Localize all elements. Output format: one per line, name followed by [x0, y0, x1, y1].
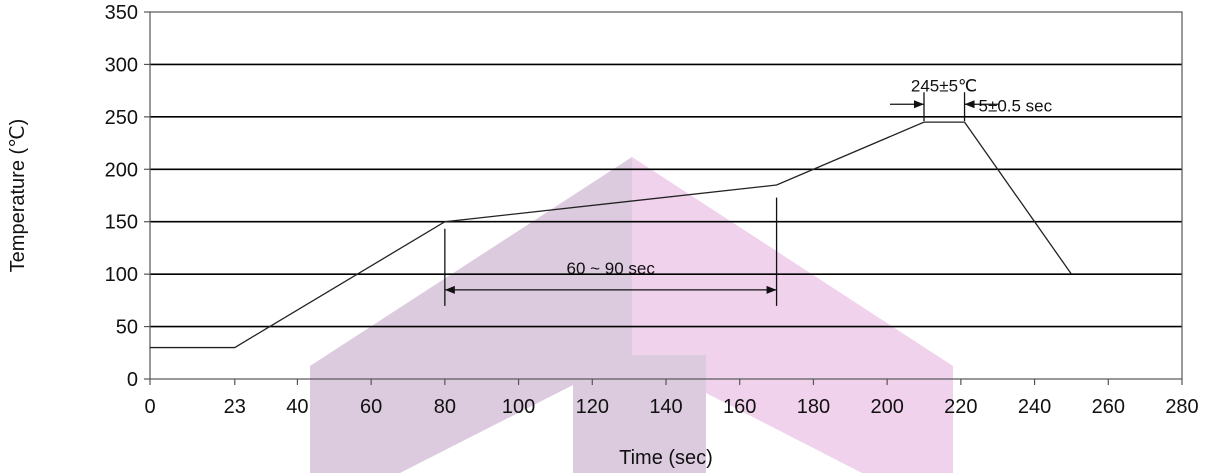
x-axis-title: Time (sec) [619, 447, 713, 469]
series-line-0 [150, 121, 1072, 349]
peak-time-label: 5±0.5 sec [979, 96, 1053, 115]
watermark-stem [573, 355, 706, 473]
soak-arrow-right [766, 285, 777, 294]
soak-arrow-left [444, 285, 455, 294]
x-tick-label-240: 240 [1018, 396, 1051, 418]
series-lines [150, 121, 1072, 349]
x-tick-label-100: 100 [502, 396, 535, 418]
x-tick-label-120: 120 [576, 396, 609, 418]
peak-arrow-left [914, 100, 924, 109]
x-tick-label-80: 80 [434, 396, 456, 418]
x-tick-label-140: 140 [649, 396, 682, 418]
watermark-logo [310, 157, 953, 473]
x-tick-label-180: 180 [797, 396, 830, 418]
y-tick-label-0: 0 [127, 369, 138, 391]
y-tick-label-150: 150 [105, 212, 138, 234]
y-tick-label-50: 50 [116, 317, 138, 339]
x-tick-label-200: 200 [870, 396, 903, 418]
x-tick-label-0: 0 [144, 396, 155, 418]
watermark-left-arm [310, 157, 632, 473]
x-tick-label-40: 40 [286, 396, 308, 418]
gridlines [150, 63, 1182, 328]
x-tick-label-23: 23 [224, 396, 246, 418]
x-tick-label-160: 160 [723, 396, 756, 418]
y-tick-label-300: 300 [105, 54, 138, 76]
x-tick-labels: 0 23 40 60 80 100 120 140 160 180 200 220 240 260 280 [144, 396, 1198, 418]
y-tick-label-200: 200 [105, 159, 138, 181]
annotations: 60 ~ 90 sec 245±5℃ 5±0.5 sec [444, 76, 1053, 306]
x-tick-label-280: 280 [1165, 396, 1198, 418]
x-tick-label-60: 60 [360, 396, 382, 418]
x-tick-label-260: 260 [1092, 396, 1125, 418]
peak-arrow-right [964, 100, 975, 109]
soak-label: 60 ~ 90 sec [567, 259, 656, 278]
y-axis-title: Temperature (℃) [7, 119, 29, 273]
y-tick-labels: 0 50 100 150 200 250 300 350 [105, 2, 138, 391]
y-tick-label-350: 350 [105, 2, 138, 24]
x-tick-label-220: 220 [944, 396, 977, 418]
axes [144, 11, 1183, 385]
watermark-right-arm [632, 157, 953, 473]
peak-temp-label: 245±5℃ [911, 76, 977, 95]
y-tick-label-250: 250 [105, 107, 138, 129]
y-tick-label-100: 100 [105, 264, 138, 286]
